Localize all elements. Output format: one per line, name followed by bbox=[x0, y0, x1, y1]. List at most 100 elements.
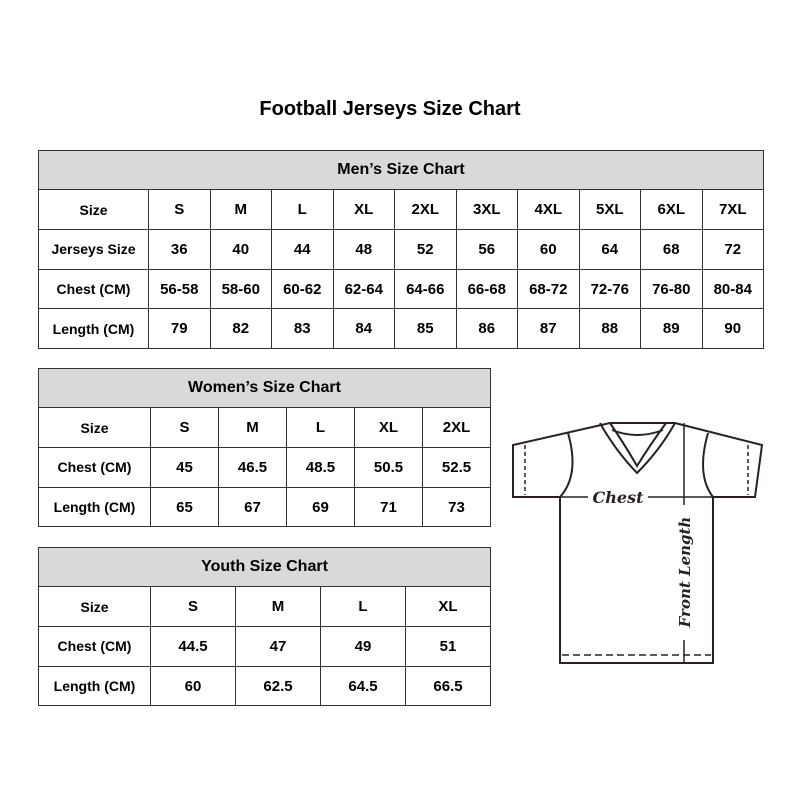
table-cell: 64.5 bbox=[320, 665, 406, 707]
table-cell: 44.5 bbox=[150, 626, 236, 667]
table-cell: 85 bbox=[394, 308, 457, 350]
table-cell: 56-58 bbox=[148, 268, 211, 310]
table-cell: XL bbox=[405, 586, 491, 627]
table-cell: 67 bbox=[218, 486, 287, 528]
mens-table-title: Men’s Size Chart bbox=[38, 150, 764, 190]
table-cell: 90 bbox=[701, 308, 764, 350]
womens-table-title: Women’s Size Chart bbox=[38, 368, 491, 408]
row-label: Chest (CM) bbox=[38, 626, 151, 667]
table-cell: 50.5 bbox=[354, 447, 423, 488]
table-cell: 68-72 bbox=[517, 268, 580, 310]
women-table-row: Size S M L XL 2XL bbox=[38, 407, 491, 448]
table-cell: 64-66 bbox=[394, 268, 457, 310]
jersey-outline bbox=[512, 422, 764, 664]
mens-size-table: Men’s Size Chart Size S M L XL 2XL 3XL 4XL 5XL 6X… bbox=[38, 150, 764, 350]
table-cell: 52.5 bbox=[422, 447, 491, 488]
table-cell: 47 bbox=[235, 626, 321, 667]
row-label: Size bbox=[38, 189, 149, 230]
table-cell: S bbox=[150, 586, 236, 627]
table-cell: 58-60 bbox=[209, 268, 272, 310]
table-cell: 46.5 bbox=[218, 447, 287, 488]
table-cell: 66.5 bbox=[405, 665, 491, 707]
table-cell: M bbox=[209, 189, 272, 230]
youth-size-table: Youth Size Chart Size S M L XL Chest (CM) 44.5… bbox=[38, 547, 491, 707]
table-cell: 6XL bbox=[640, 189, 703, 230]
table-cell: 89 bbox=[640, 308, 703, 350]
table-cell: M bbox=[235, 586, 321, 627]
table-cell: 40 bbox=[209, 229, 272, 270]
table-cell: XL bbox=[332, 189, 395, 230]
row-label: Length (CM) bbox=[38, 308, 149, 350]
womens-size-table: Women’s Size Chart Size S M L XL 2XL Chest (CM… bbox=[38, 368, 491, 528]
table-cell: 83 bbox=[271, 308, 334, 350]
table-cell: 87 bbox=[517, 308, 580, 350]
table-cell: L bbox=[271, 189, 334, 230]
men-table-row: Jerseys Size 36 40 44 48 52 56 60 64 68 72 bbox=[38, 229, 764, 270]
women-table-row: Length (CM) 65 67 69 71 73 bbox=[38, 486, 491, 528]
table-cell: M bbox=[218, 407, 287, 448]
table-cell: 76-80 bbox=[640, 268, 703, 310]
table-cell: 56 bbox=[455, 229, 518, 270]
table-cell: 62-64 bbox=[332, 268, 395, 310]
row-label: Size bbox=[38, 586, 151, 627]
table-cell: 44 bbox=[271, 229, 334, 270]
table-cell: 2XL bbox=[394, 189, 457, 230]
table-cell: 66-68 bbox=[455, 268, 518, 310]
row-label: Length (CM) bbox=[38, 486, 151, 528]
row-label: Length (CM) bbox=[38, 665, 151, 707]
table-cell: 72-76 bbox=[578, 268, 641, 310]
youth-table-row: Size S M L XL bbox=[38, 586, 491, 627]
youth-table-row: Length (CM) 60 62.5 64.5 66.5 bbox=[38, 665, 491, 707]
table-cell: 51 bbox=[405, 626, 491, 667]
table-cell: XL bbox=[354, 407, 423, 448]
table-cell: 4XL bbox=[517, 189, 580, 230]
table-cell: 82 bbox=[209, 308, 272, 350]
table-cell: 52 bbox=[394, 229, 457, 270]
armhole-left bbox=[559, 432, 574, 498]
table-cell: 60-62 bbox=[271, 268, 334, 310]
front-length-label: Front Length bbox=[676, 517, 694, 629]
table-cell: 2XL bbox=[422, 407, 491, 448]
table-cell: 60 bbox=[150, 665, 236, 707]
page-title: Football Jerseys Size Chart bbox=[259, 98, 521, 120]
table-cell: 69 bbox=[286, 486, 355, 528]
youth-table-row: Chest (CM) 44.5 47 49 51 bbox=[38, 626, 491, 667]
row-label: Chest (CM) bbox=[38, 268, 149, 310]
table-cell: 72 bbox=[701, 229, 764, 270]
women-table-row: Chest (CM) 45 46.5 48.5 50.5 52.5 bbox=[38, 447, 491, 488]
youth-table-title: Youth Size Chart bbox=[38, 547, 491, 587]
table-cell: 5XL bbox=[578, 189, 641, 230]
row-label: Jerseys Size bbox=[38, 229, 149, 270]
table-cell: S bbox=[150, 407, 219, 448]
chest-label: Chest bbox=[593, 488, 645, 507]
table-cell: 68 bbox=[640, 229, 703, 270]
row-label: Chest (CM) bbox=[38, 447, 151, 488]
table-cell: 36 bbox=[148, 229, 211, 270]
table-cell: 84 bbox=[332, 308, 395, 350]
collar bbox=[599, 422, 676, 475]
jersey-measurement-diagram: Chest Front Length bbox=[512, 422, 764, 664]
row-label: Size bbox=[38, 407, 151, 448]
table-cell: 71 bbox=[354, 486, 423, 528]
table-cell: S bbox=[148, 189, 211, 230]
men-table-row: Chest (CM) 56-58 58-60 60-62 62-64 64-66 66-68… bbox=[38, 268, 764, 310]
men-table-row: Length (CM) 79 82 83 84 85 86 87 88 89 90 bbox=[38, 308, 764, 350]
table-cell: L bbox=[320, 586, 406, 627]
table-cell: 48 bbox=[332, 229, 395, 270]
table-cell: 45 bbox=[150, 447, 219, 488]
table-cell: 80-84 bbox=[701, 268, 764, 310]
table-cell: 65 bbox=[150, 486, 219, 528]
table-cell: 73 bbox=[422, 486, 491, 528]
table-cell: 86 bbox=[455, 308, 518, 350]
table-cell: 49 bbox=[320, 626, 406, 667]
table-cell: 64 bbox=[578, 229, 641, 270]
armhole-right bbox=[702, 432, 714, 498]
table-cell: L bbox=[286, 407, 355, 448]
table-cell: 60 bbox=[517, 229, 580, 270]
men-table-row: Size S M L XL 2XL 3XL 4XL 5XL 6XL 7XL bbox=[38, 189, 764, 230]
table-cell: 88 bbox=[578, 308, 641, 350]
table-cell: 48.5 bbox=[286, 447, 355, 488]
table-cell: 3XL bbox=[455, 189, 518, 230]
table-cell: 7XL bbox=[701, 189, 764, 230]
